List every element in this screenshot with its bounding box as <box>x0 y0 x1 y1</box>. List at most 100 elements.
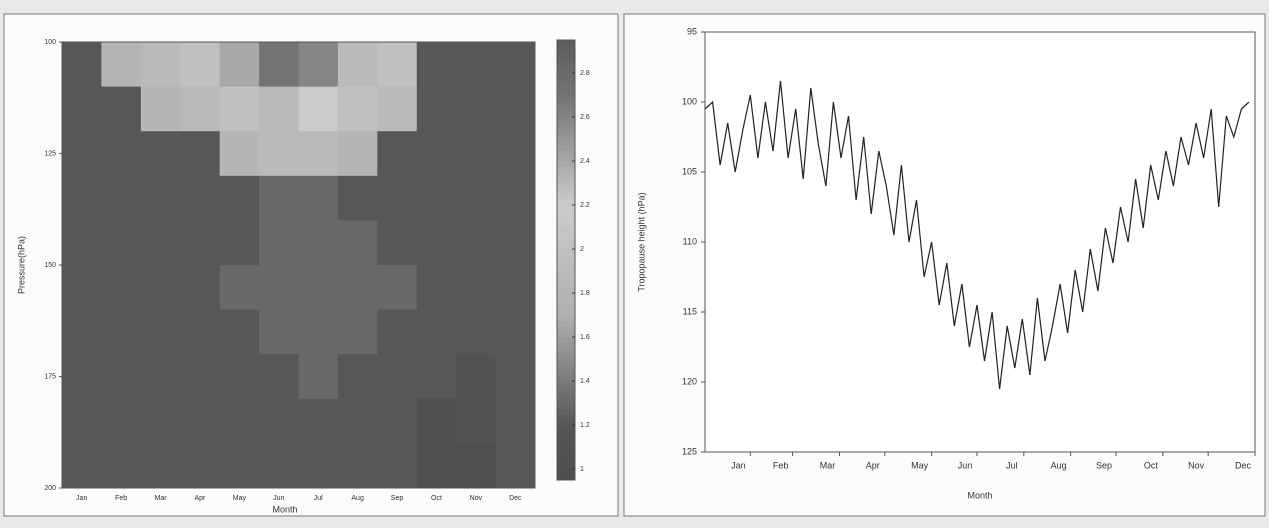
heatmap-cell <box>259 443 299 489</box>
x-tick-label: May <box>233 495 247 502</box>
heatmap-cell <box>298 265 339 311</box>
heatmap-cell <box>259 42 299 88</box>
heatmap-cell <box>337 86 378 132</box>
heatmap-cell <box>180 398 221 444</box>
colorbar-segment <box>557 359 575 365</box>
x-tick-label: Jun <box>958 460 973 470</box>
heatmap-cell <box>456 398 497 444</box>
colorbar-tick-label: 2 <box>580 246 584 253</box>
heatmap-cell <box>180 86 221 132</box>
colorbar-segment <box>557 463 575 470</box>
colorbar-segment <box>557 276 575 283</box>
colorbar-segment <box>557 89 575 96</box>
heatmap-cell <box>298 443 339 489</box>
heatmap-cell <box>62 354 102 400</box>
colorbar-segment <box>557 166 575 173</box>
x-tick-label: Jan <box>76 495 87 502</box>
colorbar-segment <box>557 370 575 376</box>
heatmap-cell <box>140 175 181 221</box>
heatmap-cell <box>495 443 536 489</box>
colorbar-segment <box>557 84 575 90</box>
heatmap-cell <box>298 309 339 355</box>
heatmap-cell <box>495 131 536 177</box>
heatmap-cell <box>337 265 378 311</box>
colorbar-segment <box>557 232 575 239</box>
heatmap-cell <box>416 354 457 400</box>
heatmap-cell <box>101 398 142 444</box>
heatmap-cell <box>416 131 457 177</box>
y-axis-label: Pressure(hPa) <box>16 236 26 294</box>
colorbar-segment <box>557 331 575 338</box>
heatmap-cell <box>219 354 260 400</box>
x-tick-label: Mar <box>155 495 168 502</box>
colorbar-segment <box>557 45 575 52</box>
heatmap-cell <box>337 398 378 444</box>
heatmap-cell <box>298 354 339 400</box>
colorbar-segment <box>557 51 575 57</box>
x-tick-label: Jul <box>314 495 323 502</box>
colorbar-border <box>556 39 576 481</box>
colorbar-segment <box>557 188 575 195</box>
heatmap-cell <box>140 443 181 489</box>
colorbar-segment <box>557 56 575 63</box>
heatmap-cell <box>495 86 536 132</box>
colorbar-segment <box>557 249 575 255</box>
y-tick-label: 125 <box>44 150 56 157</box>
x-tick-label: Apr <box>866 460 880 470</box>
heatmap-cell <box>219 42 260 88</box>
colorbar-tick-label: 1 <box>580 466 584 473</box>
line-series <box>704 80 1250 390</box>
x-tick-label: Aug <box>351 495 364 502</box>
heatmap-cell <box>337 354 378 400</box>
heatmap-cell <box>219 398 260 444</box>
colorbar-segment <box>557 441 575 448</box>
colorbar-tick-label: 1.8 <box>580 290 590 297</box>
heatmap-cell <box>416 42 457 88</box>
plot-border <box>704 31 1256 453</box>
colorbar-segment <box>557 309 575 316</box>
heatmap-cell <box>101 86 142 132</box>
y-tick-label: 115 <box>683 306 697 316</box>
heatmap-cell <box>456 220 497 266</box>
colorbar-segment <box>557 293 575 299</box>
heatmap-cell <box>377 354 418 400</box>
heatmap-cell <box>337 309 378 355</box>
x-tick-label: Jan <box>731 460 746 470</box>
x-tick-label: Dec <box>1235 460 1252 470</box>
heatmap-cell <box>416 309 457 355</box>
x-tick-label: Jun <box>273 495 284 502</box>
heatmap-cell <box>456 443 497 489</box>
heatmap-cell <box>337 131 378 177</box>
colorbar-segment <box>557 447 575 453</box>
x-tick-label: Feb <box>115 495 127 502</box>
colorbar-segment <box>557 128 575 134</box>
colorbar-segment <box>557 111 575 118</box>
y-tick-label: 95 <box>687 26 697 36</box>
x-tick-label: Dec <box>509 495 522 502</box>
heatmap-cell <box>219 131 260 177</box>
heatmap-cell <box>495 265 536 311</box>
colorbar-segment <box>557 150 575 156</box>
heatmap-cell <box>219 443 260 489</box>
colorbar-segment <box>557 408 575 415</box>
x-axis-label: Month <box>967 490 992 500</box>
heatmap-cell <box>416 398 457 444</box>
heatmap-cell <box>219 175 260 221</box>
heatmap-cell <box>101 443 142 489</box>
colorbar-segment <box>557 144 575 151</box>
colorbar-segment <box>557 386 575 393</box>
heatmap-cell <box>219 309 260 355</box>
heatmap-cell <box>377 42 418 88</box>
heatmap-cell <box>140 86 181 132</box>
heatmap-cell <box>495 220 536 266</box>
colorbar-segment <box>557 243 575 250</box>
colorbar-segment <box>557 469 575 475</box>
colorbar-segment <box>557 304 575 310</box>
heatmap-cell <box>456 131 497 177</box>
heatmap-cell <box>101 175 142 221</box>
colorbar-segment <box>557 210 575 217</box>
colorbar-segment <box>557 78 575 85</box>
colorbar-segment <box>557 375 575 382</box>
